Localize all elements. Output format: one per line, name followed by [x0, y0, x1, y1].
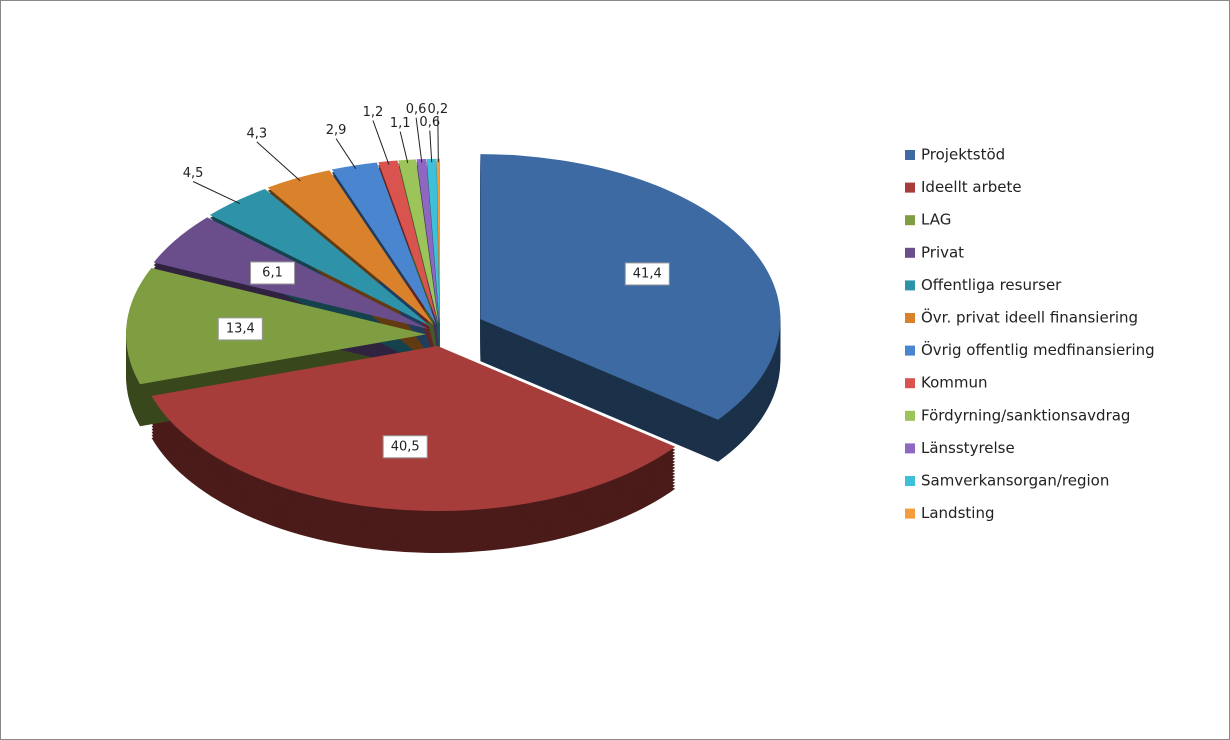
leader-line	[192, 181, 241, 205]
legend-swatch	[905, 150, 915, 160]
data-label: 0,2	[427, 102, 448, 117]
label-box	[250, 261, 296, 285]
legend-swatch	[905, 508, 915, 519]
legend-label: Samverkansorgan/region	[921, 472, 1109, 490]
leader-line	[415, 117, 423, 163]
slice	[398, 159, 439, 324]
legend-label: Landsting	[921, 504, 994, 522]
legend-swatch	[905, 215, 915, 226]
slice	[378, 160, 438, 324]
slice	[209, 189, 431, 327]
legend-label: Privat	[921, 243, 964, 261]
data-label: 2,9	[326, 123, 347, 138]
legend-swatch	[905, 313, 915, 323]
legend-label: Övr. privat ideell finansiering	[921, 308, 1138, 327]
data-label: 1,1	[390, 116, 411, 131]
legend-swatch	[905, 378, 915, 389]
legend-label: Kommun	[921, 374, 988, 392]
legend-swatch	[905, 280, 915, 291]
slice	[267, 170, 434, 326]
label-box	[217, 317, 263, 341]
slice	[416, 158, 440, 324]
slice	[480, 154, 781, 420]
slice	[436, 158, 440, 324]
legend-label: Fördyrning/sanktionsavdrag	[921, 406, 1130, 424]
leader-line	[399, 131, 409, 164]
leader-line	[335, 138, 357, 169]
data-label: 1,2	[363, 105, 384, 120]
legend-swatch	[905, 410, 915, 421]
legend-label: Ideellt arbete	[921, 178, 1022, 196]
legend-swatch	[905, 476, 915, 486]
leader-line	[256, 141, 301, 182]
data-label: 13,4	[226, 321, 255, 336]
legend-label: Projektstöd	[921, 146, 1005, 164]
data-label: 4,3	[246, 126, 267, 141]
data-label: 40,5	[391, 439, 420, 454]
legend-swatch	[905, 443, 915, 454]
leader-line	[429, 130, 433, 163]
data-label: 41,4	[633, 266, 662, 281]
legend-label: Övrig offentlig medfinansiering	[921, 340, 1155, 359]
leader-line	[437, 117, 439, 163]
slice	[126, 267, 427, 385]
data-label: 4,5	[183, 166, 204, 181]
label-box	[624, 262, 670, 286]
legend-swatch	[905, 182, 915, 193]
leader-line	[372, 120, 390, 165]
data-label: 0,6	[406, 102, 427, 117]
slice	[331, 162, 437, 325]
data-label: 6,1	[262, 265, 283, 280]
label-box	[382, 435, 428, 459]
legend-label: Länsstyrelse	[921, 439, 1015, 457]
legend-label: LAG	[921, 211, 951, 229]
legend-swatch	[905, 345, 915, 356]
data-label: 0,6	[419, 115, 440, 130]
slice	[426, 158, 440, 324]
legend-label: Offentliga resurser	[921, 276, 1062, 294]
slice	[151, 346, 676, 512]
legend-swatch	[905, 247, 915, 258]
